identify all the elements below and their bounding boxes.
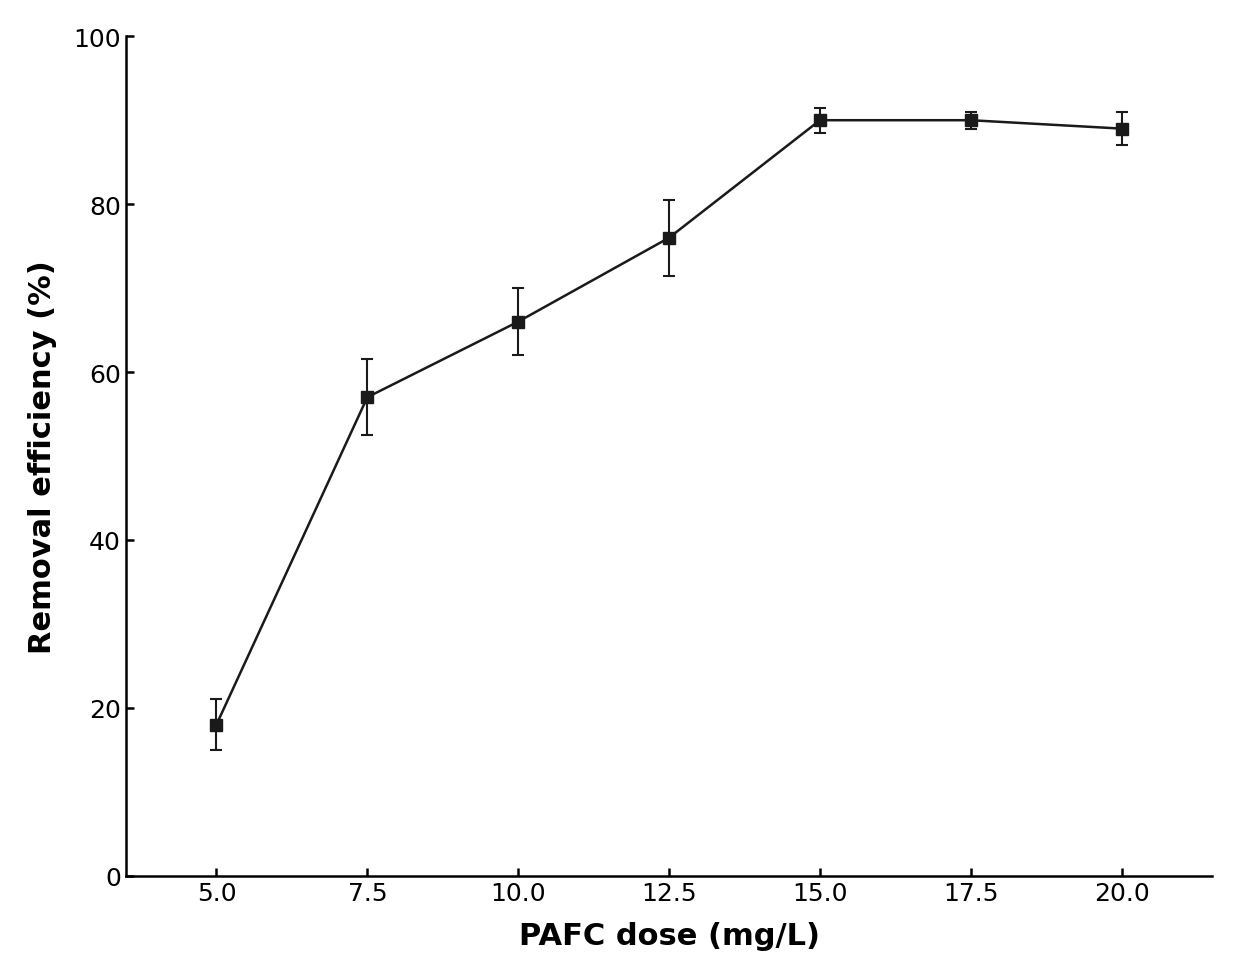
Y-axis label: Removal efficiency (%): Removal efficiency (%) [27,260,57,653]
X-axis label: PAFC dose (mg/L): PAFC dose (mg/L) [518,921,820,951]
